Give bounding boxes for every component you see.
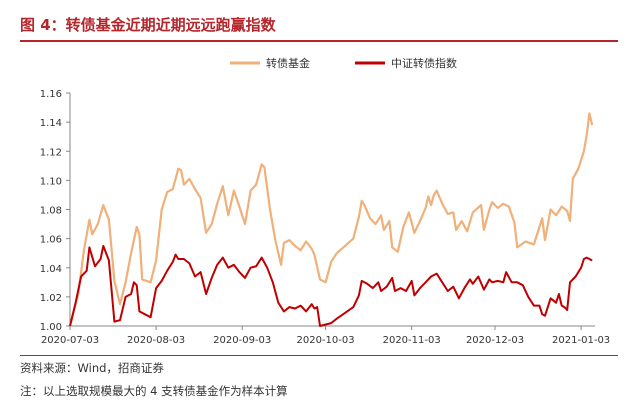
x-tick-label: 2020-09-03 bbox=[213, 335, 271, 346]
y-tick-label: 1.06 bbox=[40, 235, 62, 246]
figure-title: 图 4：转债基金近期近期远远跑赢指数 bbox=[20, 16, 276, 34]
x-tick-label: 2020-11-03 bbox=[383, 335, 441, 346]
series-line-fund bbox=[68, 112, 594, 327]
chart-series bbox=[68, 112, 594, 327]
y-tick-label: 1.10 bbox=[40, 176, 62, 187]
legend-label-index: 中证转债指数 bbox=[391, 56, 457, 70]
line-chart: 转债基金 中证转债指数 1.00 1.02 1.04 1.06 1.08 1.10 1.12… bbox=[40, 56, 610, 346]
chart-axes: 1.00 1.02 1.04 1.06 1.08 1.10 1.12 1.14 1.16 2020… bbox=[40, 89, 610, 346]
x-tick-label: 2020-08-03 bbox=[127, 335, 185, 346]
title-divider bbox=[20, 40, 618, 42]
y-tick-label: 1.04 bbox=[40, 264, 62, 275]
series-line-index bbox=[69, 244, 593, 327]
footer-divider bbox=[20, 355, 618, 356]
chart-legend: 转债基金 中证转债指数 bbox=[230, 56, 457, 70]
x-tick-label: 2020-07-03 bbox=[41, 335, 99, 346]
footnote: 注：以上选取规模最大的 4 支转债基金作为样本计算 bbox=[20, 384, 288, 398]
x-tick-label: 2020-12-03 bbox=[466, 335, 524, 346]
source-note: 资料来源：Wind，招商证券 bbox=[20, 361, 164, 375]
y-tick-label: 1.00 bbox=[40, 322, 62, 333]
y-tick-label: 1.02 bbox=[40, 293, 62, 304]
y-tick-label: 1.14 bbox=[40, 118, 62, 129]
y-tick-label: 1.12 bbox=[40, 147, 62, 158]
x-tick-label: 2020-10-03 bbox=[296, 335, 354, 346]
legend-label-fund: 转债基金 bbox=[266, 56, 310, 70]
y-tick-label: 1.08 bbox=[40, 206, 62, 217]
y-tick-label: 1.16 bbox=[40, 89, 62, 100]
x-tick-label: 2021-01-03 bbox=[552, 335, 610, 346]
